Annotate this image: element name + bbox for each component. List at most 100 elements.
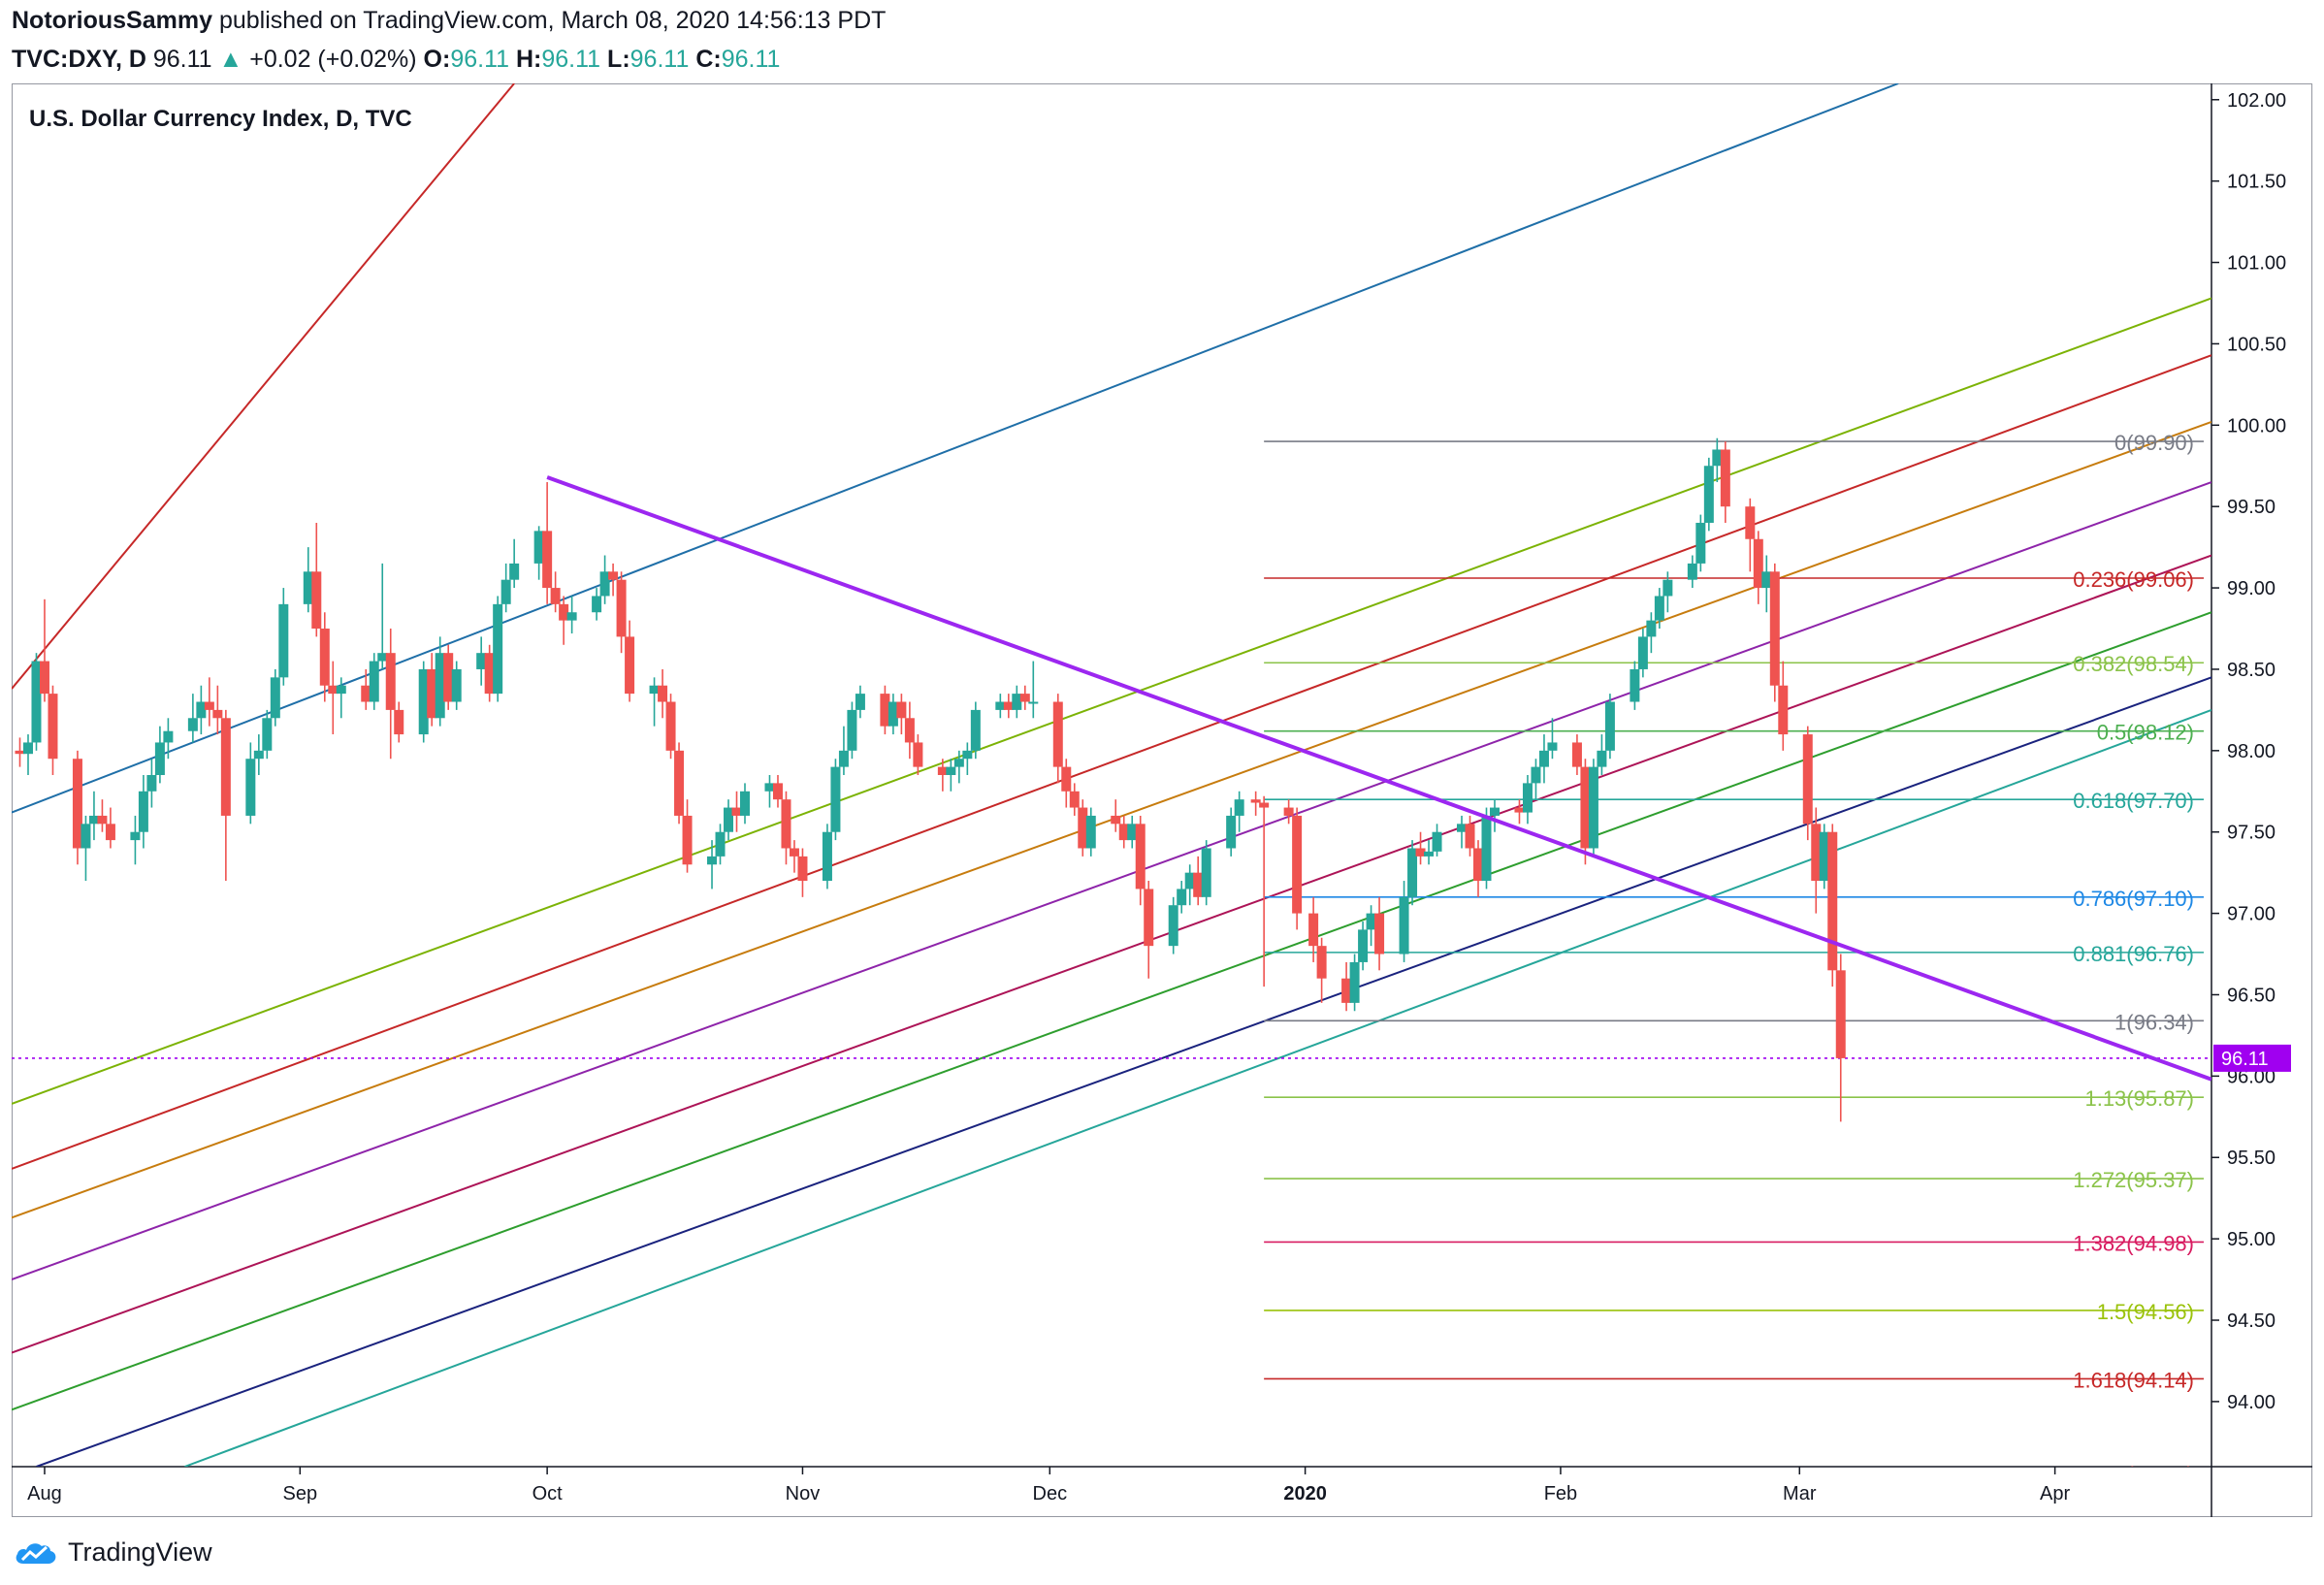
- candle[interactable]: [946, 759, 956, 792]
- candle[interactable]: [1604, 694, 1615, 760]
- candle[interactable]: [1580, 759, 1591, 865]
- candle[interactable]: [658, 668, 668, 719]
- candle[interactable]: [904, 701, 915, 760]
- candle[interactable]: [1745, 498, 1756, 572]
- candle[interactable]: [1457, 815, 1468, 849]
- candle[interactable]: [1341, 961, 1352, 1012]
- candle[interactable]: [1778, 661, 1789, 751]
- candle[interactable]: [1135, 815, 1146, 906]
- candle[interactable]: [1827, 824, 1838, 987]
- candle[interactable]: [962, 742, 973, 775]
- candle[interactable]: [163, 718, 174, 760]
- candle[interactable]: [1522, 775, 1533, 825]
- candle[interactable]: [253, 734, 264, 775]
- candle[interactable]: [1283, 799, 1294, 825]
- candle[interactable]: [1571, 734, 1582, 775]
- candle[interactable]: [1407, 840, 1418, 906]
- candle[interactable]: [484, 644, 495, 702]
- candle[interactable]: [772, 775, 783, 808]
- candle[interactable]: [533, 526, 544, 580]
- candle[interactable]: [130, 815, 141, 865]
- candle[interactable]: [731, 791, 742, 832]
- candle[interactable]: [435, 636, 445, 727]
- candle[interactable]: [476, 636, 487, 686]
- candle[interactable]: [1349, 954, 1360, 1012]
- candle[interactable]: [847, 701, 857, 760]
- candle[interactable]: [1366, 905, 1376, 947]
- candle[interactable]: [1085, 807, 1096, 857]
- candle[interactable]: [1078, 799, 1088, 857]
- candle[interactable]: [1654, 588, 1664, 630]
- candle[interactable]: [220, 709, 231, 882]
- candle[interactable]: [1481, 807, 1492, 890]
- channel-line-7[interactable]: [12, 611, 2211, 1411]
- candle[interactable]: [1292, 807, 1303, 930]
- candle[interactable]: [1630, 661, 1640, 710]
- candle[interactable]: [1819, 824, 1829, 890]
- chart-area[interactable]: U.S. Dollar Currency Index, D, TVC 0(99.…: [12, 83, 2312, 1517]
- candle[interactable]: [1703, 457, 1714, 532]
- channel-line-0[interactable]: [12, 83, 515, 690]
- candle[interactable]: [1489, 799, 1500, 832]
- channel-line-6[interactable]: [12, 554, 2211, 1354]
- channel-line-3[interactable]: [12, 354, 2211, 1170]
- candle[interactable]: [154, 726, 165, 784]
- candle[interactable]: [105, 807, 115, 849]
- candle[interactable]: [1193, 856, 1204, 906]
- candle[interactable]: [995, 694, 1006, 719]
- candle[interactable]: [1250, 791, 1261, 816]
- channel-line-9[interactable]: [184, 708, 2211, 1467]
- downtrend-line[interactable]: [546, 475, 2211, 1082]
- candle[interactable]: [1835, 954, 1846, 1122]
- candle[interactable]: [1201, 840, 1211, 906]
- channel-line-1[interactable]: [12, 83, 1899, 814]
- candle[interactable]: [542, 482, 553, 604]
- candle[interactable]: [509, 538, 520, 589]
- candle[interactable]: [1316, 937, 1327, 1003]
- candle[interactable]: [1003, 694, 1014, 719]
- candle[interactable]: [48, 685, 58, 775]
- candle[interactable]: [1019, 685, 1030, 710]
- candle[interactable]: [319, 612, 330, 702]
- candle[interactable]: [385, 629, 396, 760]
- candle[interactable]: [1226, 807, 1237, 857]
- candle[interactable]: [838, 726, 849, 775]
- candle[interactable]: [278, 588, 289, 686]
- channel-line-8[interactable]: [36, 676, 2211, 1467]
- candle[interactable]: [764, 775, 775, 808]
- candle[interactable]: [97, 799, 108, 832]
- candle[interactable]: [665, 694, 676, 760]
- candle[interactable]: [88, 791, 99, 841]
- candle[interactable]: [1111, 799, 1121, 832]
- candle[interactable]: [138, 775, 148, 849]
- candle[interactable]: [146, 759, 157, 808]
- author-name[interactable]: NotoriousSammy: [12, 7, 212, 34]
- candle[interactable]: [1399, 881, 1409, 962]
- candle[interactable]: [649, 677, 660, 727]
- candle[interactable]: [262, 709, 273, 760]
- candle[interactable]: [1811, 807, 1822, 914]
- candle[interactable]: [1052, 694, 1063, 784]
- candle[interactable]: [1308, 896, 1319, 962]
- candle[interactable]: [1547, 718, 1558, 760]
- time-axis[interactable]: Aug Sep Oct Nov Dec 2020 Feb Mar Apr: [27, 1467, 2071, 1504]
- candle[interactable]: [212, 685, 223, 735]
- candle[interactable]: [625, 620, 635, 702]
- candle[interactable]: [1597, 734, 1607, 775]
- candle[interactable]: [1259, 795, 1270, 987]
- candle[interactable]: [888, 694, 898, 735]
- candle[interactable]: [1637, 629, 1648, 678]
- candle[interactable]: [1424, 840, 1435, 865]
- candle[interactable]: [1538, 734, 1549, 784]
- candle[interactable]: [896, 694, 907, 735]
- candle[interactable]: [616, 571, 627, 654]
- candle[interactable]: [204, 677, 214, 727]
- channel-line-2[interactable]: [12, 297, 2211, 1105]
- candle[interactable]: [31, 653, 42, 751]
- candle[interactable]: [451, 661, 462, 710]
- candle[interactable]: [443, 644, 454, 710]
- candle[interactable]: [1473, 840, 1483, 897]
- candle[interactable]: [550, 571, 561, 613]
- candle[interactable]: [72, 750, 82, 865]
- candle[interactable]: [1374, 896, 1385, 971]
